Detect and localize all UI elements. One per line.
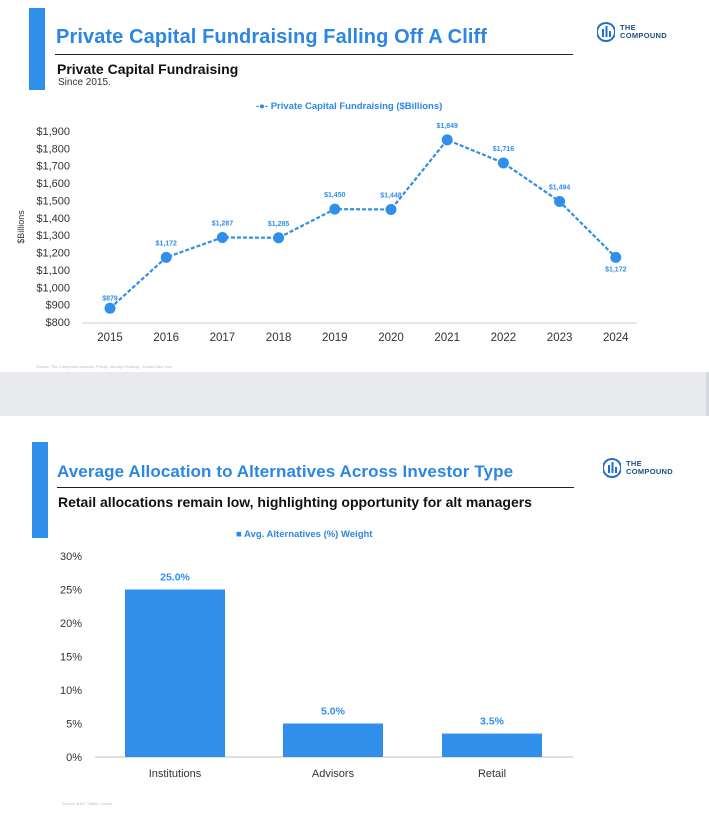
data-label: 5.0% bbox=[321, 706, 346, 718]
data-point bbox=[554, 195, 566, 207]
y-tick-label: 10% bbox=[60, 685, 82, 697]
data-point bbox=[216, 231, 228, 243]
y-tick-label: $1,000 bbox=[36, 282, 70, 294]
data-label: $1,450 bbox=[324, 192, 346, 199]
x-tick-label: 2021 bbox=[434, 332, 460, 344]
chart-note: Since 2015. bbox=[58, 77, 111, 88]
y-tick-label: $1,300 bbox=[36, 230, 70, 242]
slide-private-capital-fundraising: Private Capital Fundraising Falling Off … bbox=[0, 0, 709, 372]
scrollbar-track[interactable] bbox=[706, 0, 709, 818]
title-rule bbox=[57, 487, 574, 488]
chart-legend: ■ Avg. Alternatives (%) Weight bbox=[236, 529, 373, 540]
data-point bbox=[104, 302, 116, 314]
y-tick-label: $800 bbox=[46, 317, 70, 329]
logo-wordmark: THE COMPOUND bbox=[626, 459, 673, 476]
data-point bbox=[497, 157, 509, 169]
y-tick-label: 25% bbox=[60, 585, 82, 597]
x-tick-label: 2017 bbox=[210, 332, 236, 344]
y-tick-label: $1,700 bbox=[36, 161, 70, 173]
data-point bbox=[273, 232, 285, 244]
y-tick-label: 30% bbox=[60, 551, 82, 563]
data-label: 3.5% bbox=[480, 716, 505, 728]
x-tick-label: 2020 bbox=[378, 332, 404, 344]
y-tick-label: 15% bbox=[60, 652, 82, 664]
data-label: $879 bbox=[102, 295, 118, 302]
x-tick-label: 2016 bbox=[153, 332, 179, 344]
x-tick-label: Institutions bbox=[149, 768, 202, 780]
compound-logo-icon bbox=[597, 22, 615, 42]
the-compound-logo: THE COMPOUND bbox=[597, 22, 667, 42]
x-tick-label: 2019 bbox=[322, 332, 348, 344]
bar bbox=[283, 723, 383, 757]
slide-alternatives-allocation: Average Allocation to Alternatives Acros… bbox=[0, 416, 709, 818]
title-rule bbox=[55, 54, 573, 55]
bar bbox=[442, 733, 542, 757]
y-tick-label: $900 bbox=[46, 300, 70, 312]
y-tick-label: $1,900 bbox=[36, 126, 70, 138]
data-point bbox=[329, 203, 341, 215]
chart-legend: -●- Private Capital Fundraising ($Billio… bbox=[256, 101, 443, 112]
data-label: $1,172 bbox=[155, 240, 177, 247]
compound-logo-icon bbox=[603, 458, 621, 478]
bar-chart: 0% 5% 10% 15% 20% 25% 30% 25.0% Institutions 5.0%… bbox=[60, 551, 573, 780]
data-label: 25.0% bbox=[160, 572, 190, 584]
y-tick-label: $1,100 bbox=[36, 265, 70, 277]
data-label: $1,287 bbox=[212, 220, 234, 227]
accent-bar bbox=[32, 442, 48, 538]
x-tick-label: 2018 bbox=[266, 332, 292, 344]
x-tick-label: 2015 bbox=[97, 332, 123, 344]
y-tick-label: $1,200 bbox=[36, 248, 70, 260]
x-tick-label: 2023 bbox=[547, 332, 573, 344]
y-tick-label: 20% bbox=[60, 618, 82, 630]
data-label: $1,494 bbox=[549, 184, 571, 191]
x-tick-label: 2022 bbox=[491, 332, 517, 344]
data-label: $1,849 bbox=[436, 123, 458, 130]
data-label: $1,172 bbox=[605, 266, 627, 273]
logo-wordmark: THE COMPOUND bbox=[620, 23, 667, 40]
y-tick-label: 5% bbox=[66, 719, 82, 731]
x-tick-label: 2024 bbox=[603, 332, 629, 344]
y-tick-label: $1,400 bbox=[36, 213, 70, 225]
source-note: Source: BNY, Tidelis, Cerulli bbox=[62, 801, 112, 806]
data-point bbox=[160, 251, 172, 263]
bar bbox=[125, 589, 225, 757]
data-label: $1,448 bbox=[380, 192, 402, 199]
y-tick-label: $1,800 bbox=[36, 143, 70, 155]
slide-title: Private Capital Fundraising Falling Off … bbox=[56, 26, 488, 48]
data-point bbox=[610, 251, 622, 263]
y-axis-title: $Billions bbox=[16, 210, 26, 244]
accent-bar bbox=[29, 8, 45, 90]
data-point bbox=[385, 203, 397, 215]
x-tick-label: Advisors bbox=[312, 768, 355, 780]
line-chart: $800 $900 $1,000 $1,100 $1,200 $1,300 $1,400 $1… bbox=[16, 123, 637, 344]
source-note: Source: The Compound analysis, Preqin, M… bbox=[36, 364, 172, 369]
y-tick-label: $1,500 bbox=[36, 195, 70, 207]
chart-subtitle: Retail allocations remain low, highlight… bbox=[58, 494, 532, 510]
the-compound-logo: THE COMPOUND bbox=[603, 458, 673, 478]
data-point bbox=[441, 134, 453, 146]
data-label: $1,716 bbox=[493, 146, 515, 153]
data-label: $1,285 bbox=[268, 221, 290, 228]
slide-title: Average Allocation to Alternatives Acros… bbox=[57, 462, 514, 481]
x-tick-label: Retail bbox=[478, 768, 506, 780]
y-tick-label: $1,600 bbox=[36, 178, 70, 190]
y-tick-label: 0% bbox=[66, 752, 82, 764]
chart-subtitle: Private Capital Fundraising bbox=[57, 61, 239, 77]
series-line bbox=[109, 138, 617, 310]
